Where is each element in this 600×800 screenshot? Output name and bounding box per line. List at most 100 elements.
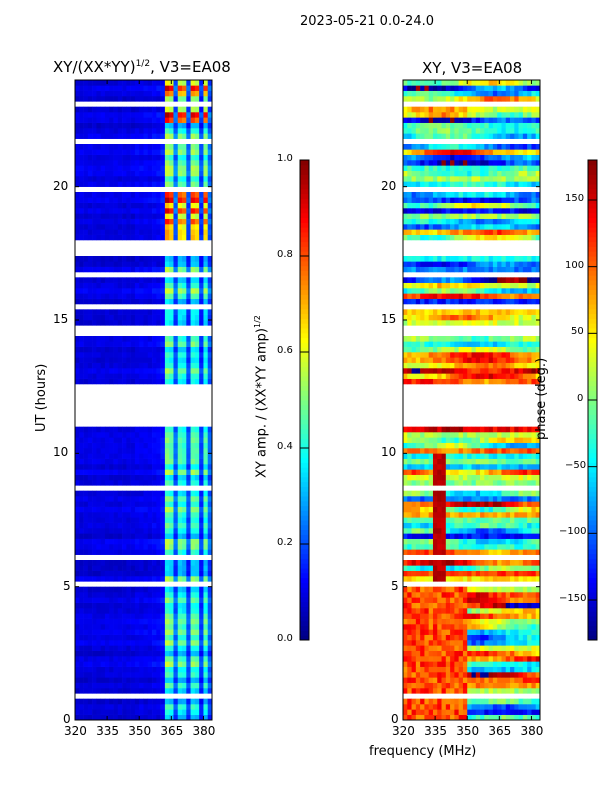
- heatmap-cell: [450, 512, 455, 518]
- heatmap-cell: [173, 192, 179, 198]
- heatmap-cell: [134, 677, 140, 683]
- heatmap-cell: [207, 234, 213, 241]
- heatmap-cell: [420, 565, 425, 571]
- heatmap-cell: [156, 437, 161, 443]
- heatmap-cell: [160, 442, 166, 449]
- heatmap-cell: [177, 464, 183, 470]
- heatmap-cell: [428, 501, 434, 507]
- heatmap-cell: [134, 602, 140, 609]
- heatmap-cell: [454, 688, 459, 694]
- heatmap-cell: [475, 565, 481, 571]
- heatmap-cell: [522, 533, 528, 539]
- heatmap-cell: [199, 592, 204, 598]
- heatmap-cell: [488, 618, 494, 625]
- heatmap-cell: [450, 634, 455, 641]
- heatmap-cell: [75, 346, 80, 353]
- heatmap-cell: [437, 490, 442, 497]
- heatmap-cell: [535, 373, 541, 379]
- heatmap-cell: [122, 282, 127, 289]
- heatmap-cell: [420, 586, 425, 593]
- heatmap-cell: [87, 90, 93, 97]
- heatmap-cell: [182, 661, 187, 667]
- heatmap-cell: [147, 704, 153, 710]
- heatmap-cell: [497, 474, 502, 481]
- heatmap-cell: [75, 666, 80, 673]
- heatmap-cell: [147, 336, 153, 342]
- heatmap-cell: [411, 362, 417, 369]
- heatmap-cell: [182, 634, 187, 641]
- heatmap-cell: [134, 682, 140, 689]
- heatmap-cell: [182, 197, 187, 203]
- heatmap-cell: [83, 506, 89, 513]
- heatmap-cell: [454, 490, 459, 497]
- heatmap-cell: [462, 442, 468, 449]
- heatmap-cell: [126, 634, 131, 641]
- heatmap-cell: [403, 469, 408, 475]
- heatmap-cell: [462, 565, 468, 571]
- heatmap-cell: [79, 656, 84, 662]
- heatmap-cell: [130, 277, 136, 283]
- heatmap-cell: [134, 645, 140, 651]
- heatmap-cell: [169, 96, 174, 102]
- heatmap-cell: [177, 640, 183, 646]
- heatmap-cell: [96, 608, 101, 614]
- heatmap-cell: [467, 490, 472, 497]
- heatmap-cell: [505, 586, 511, 593]
- heatmap-cell: [113, 650, 119, 657]
- heatmap-cell: [497, 362, 502, 369]
- heatmap-cell: [207, 170, 213, 177]
- heatmap-cell: [186, 688, 191, 694]
- heatmap-cell: [531, 714, 537, 721]
- heatmap-cell: [522, 469, 528, 475]
- heatmap-cell: [186, 202, 191, 209]
- heatmap-cell: [522, 506, 528, 513]
- heatmap-cell: [450, 533, 455, 539]
- heatmap-cell: [415, 458, 421, 465]
- heatmap-cell: [169, 698, 174, 705]
- heatmap-cell: [182, 538, 187, 545]
- heatmap-cell: [203, 602, 209, 609]
- heatmap-cell: [169, 496, 174, 502]
- heatmap-cell: [83, 666, 89, 673]
- heatmap-cell: [156, 373, 161, 379]
- heatmap-cell: [514, 682, 519, 689]
- heatmap-cell: [177, 437, 183, 443]
- heatmap-cell: [104, 608, 110, 614]
- heatmap-cell: [415, 464, 421, 470]
- heatmap-cell: [510, 549, 515, 555]
- heatmap-cell: [415, 469, 421, 475]
- heatmap-cell: [411, 613, 417, 619]
- heatmap-cell: [527, 432, 532, 438]
- heatmap-cell: [432, 528, 438, 534]
- heatmap-cell: [113, 522, 119, 529]
- heatmap-cell: [194, 298, 200, 305]
- heatmap-cell: [527, 570, 532, 577]
- heatmap-cell: [83, 117, 89, 123]
- heatmap-cell: [190, 106, 196, 113]
- heatmap-cell: [117, 181, 123, 187]
- heatmap-cell: [445, 570, 451, 577]
- heatmap-cell: [424, 704, 429, 710]
- heatmap-cell: [190, 618, 196, 625]
- heatmap-cell: [173, 624, 179, 630]
- heatmap-cell: [87, 506, 93, 513]
- heatmap-cell: [186, 586, 191, 593]
- heatmap-cell: [147, 666, 153, 673]
- heatmap-cell: [407, 437, 412, 443]
- heatmap-cell: [199, 538, 204, 545]
- heatmap-cell: [199, 501, 204, 507]
- heatmap-cell: [522, 645, 528, 651]
- heatmap-cell: [484, 608, 489, 614]
- heatmap-cell: [75, 170, 80, 177]
- heatmap-cell: [100, 629, 106, 635]
- heatmap-cell: [424, 528, 429, 534]
- heatmap-cell: [134, 565, 140, 571]
- heatmap-cell: [203, 170, 209, 177]
- heatmap-cell: [173, 528, 179, 534]
- heatmap-cell: [467, 352, 472, 358]
- heatmap-cell: [531, 464, 537, 470]
- heatmap-cell: [96, 277, 101, 283]
- heatmap-cell: [454, 522, 459, 529]
- heatmap-cell: [122, 144, 127, 150]
- heatmap-cell: [411, 453, 417, 459]
